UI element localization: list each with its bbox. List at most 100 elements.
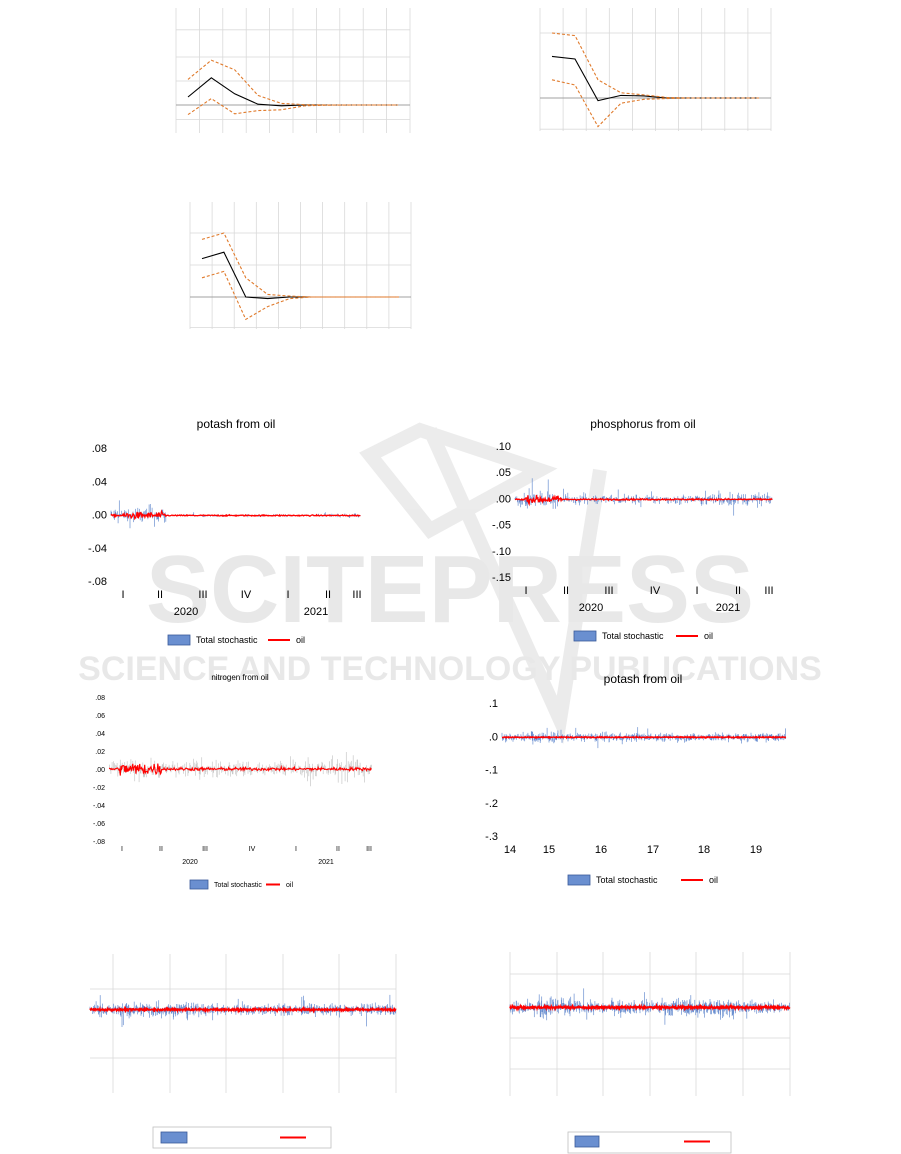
year-label: 2020 <box>174 606 198 618</box>
legend-swatch-stochastic <box>574 1135 600 1148</box>
x-tick-label: I <box>121 589 124 601</box>
x-tick-label: 19 <box>750 844 762 856</box>
y-tick-label: -.04 <box>88 543 107 555</box>
legend-label-oil: oil <box>709 875 718 885</box>
x-tick-label: II <box>157 589 163 601</box>
y-tick-label: .1 <box>489 698 498 710</box>
y-tick-label: .06 <box>95 713 105 720</box>
oil-line <box>514 494 773 507</box>
y-tick-label: -.15 <box>492 572 511 584</box>
x-tick-label: II <box>563 585 569 597</box>
y-tick-label: .05 <box>496 467 511 479</box>
y-tick-label: -.1 <box>485 765 498 777</box>
legend-swatch-stochastic <box>573 630 597 642</box>
y-tick-label: .08 <box>95 695 105 702</box>
oil-line <box>89 1005 397 1014</box>
y-tick-label: .00 <box>95 767 105 774</box>
legend-swatch-stochastic <box>160 1131 188 1144</box>
y-tick-label: .08 <box>92 443 107 455</box>
legend-frame <box>152 1126 332 1149</box>
stochastic-panel-bottom-left <box>89 954 397 1149</box>
legend-label-stochastic: Total stochastic <box>196 635 258 645</box>
y-tick-label: .04 <box>95 731 105 738</box>
watermark-shape <box>359 422 607 745</box>
y-tick-label: -.08 <box>88 576 107 588</box>
x-tick-label: IV <box>249 846 256 853</box>
stochastic-panel-potash-2014: potash from oil .1 .0 -.1 -.2 -.3 14 15 16 17 18 19… <box>485 672 787 886</box>
y-tick-label: -.02 <box>93 785 105 792</box>
x-tick-label: III <box>202 846 208 853</box>
x-tick-label: I <box>295 846 297 853</box>
year-label: 2021 <box>304 606 328 618</box>
x-tick-label: IV <box>241 589 252 601</box>
stochastic-panel-potash-2020: potash from oil.08.04.00-.04-.08I II III IV… <box>88 417 362 646</box>
x-tick-label: III <box>764 585 773 597</box>
y-tick-label: .04 <box>92 476 107 488</box>
x-tick-label: 18 <box>698 844 710 856</box>
legend-swatch-stochastic <box>189 879 209 890</box>
oil-line <box>509 1002 791 1012</box>
y-tick-label: -.2 <box>485 798 498 810</box>
x-tick-label: III <box>366 846 372 853</box>
irf-confidence-band <box>201 232 399 298</box>
irf-confidence-band <box>201 270 399 321</box>
chart-title: phosphorus from oil <box>590 417 695 431</box>
irf-panel-irf-top-right <box>539 8 772 131</box>
x-tick-label: 16 <box>595 844 607 856</box>
legend-label-oil: oil <box>286 882 293 889</box>
stochastic-panel-phosphorus-2020: phosphorus from oil .10 .05 .00 -.05 -.10 -.15… <box>492 417 774 642</box>
x-tick-label: III <box>352 589 361 601</box>
x-tick-label: I <box>695 585 698 597</box>
watermark-group: SCITEPRESS SCIENCE AND TECHNOLOGY PUBLICA… <box>78 422 822 745</box>
watermark-subtitle: SCIENCE AND TECHNOLOGY PUBLICATIONS <box>78 650 822 688</box>
legend-label-stochastic: Total stochastic <box>214 882 262 889</box>
x-tick-label: 15 <box>543 844 555 856</box>
x-tick-label: I <box>524 585 527 597</box>
legend-label-oil: oil <box>296 635 305 645</box>
irf-confidence-band <box>551 79 759 128</box>
y-tick-label: .00 <box>496 493 511 505</box>
y-tick-label: .00 <box>92 510 107 522</box>
stochastic-panel-nitrogen-2020: nitrogen from oil .08 .06 .04 .02 .00 -.02 -.04… <box>93 673 372 890</box>
oil-line <box>501 735 787 740</box>
year-label: 2020 <box>182 859 198 866</box>
y-tick-label: .0 <box>489 731 498 743</box>
y-tick-label: -.3 <box>485 831 498 843</box>
chart-title: potash from oil <box>197 417 276 431</box>
y-tick-label: .02 <box>95 749 105 756</box>
oil-line <box>110 509 361 521</box>
year-label: 2020 <box>579 602 603 614</box>
x-tick-label: III <box>198 589 207 601</box>
y-tick-label: -.10 <box>492 546 511 558</box>
y-tick-label: -.04 <box>93 803 105 810</box>
irf-panel-irf-top-left <box>175 8 411 133</box>
legend-label-oil: oil <box>704 631 713 641</box>
y-tick-label: -.06 <box>93 821 105 828</box>
year-label: 2021 <box>716 602 740 614</box>
x-tick-label: I <box>121 846 123 853</box>
legend-swatch-stochastic <box>567 874 591 886</box>
year-label: 2021 <box>318 859 334 866</box>
oil-line <box>108 763 372 776</box>
x-tick-label: 17 <box>647 844 659 856</box>
x-tick-label: II <box>735 585 741 597</box>
x-tick-label: III <box>604 585 613 597</box>
x-tick-label: 14 <box>504 844 516 856</box>
watermark-title: SCITEPRESS <box>146 536 754 643</box>
chart-title: nitrogen from oil <box>211 673 269 682</box>
y-tick-label: -.05 <box>492 520 511 532</box>
x-tick-label: II <box>325 589 331 601</box>
irf-panel-irf-middle <box>189 202 412 329</box>
legend-label-stochastic: Total stochastic <box>602 631 664 641</box>
x-tick-label: I <box>286 589 289 601</box>
y-tick-label: -.08 <box>93 839 105 846</box>
y-tick-label: .10 <box>496 441 511 453</box>
irf-confidence-band <box>187 97 398 116</box>
x-tick-label: II <box>336 846 340 853</box>
stochastic-bars <box>89 994 397 1027</box>
chart-title: potash from oil <box>604 672 683 686</box>
x-tick-label: IV <box>650 585 661 597</box>
stochastic-panel-bottom-right <box>509 952 791 1154</box>
legend-frame <box>567 1131 732 1154</box>
